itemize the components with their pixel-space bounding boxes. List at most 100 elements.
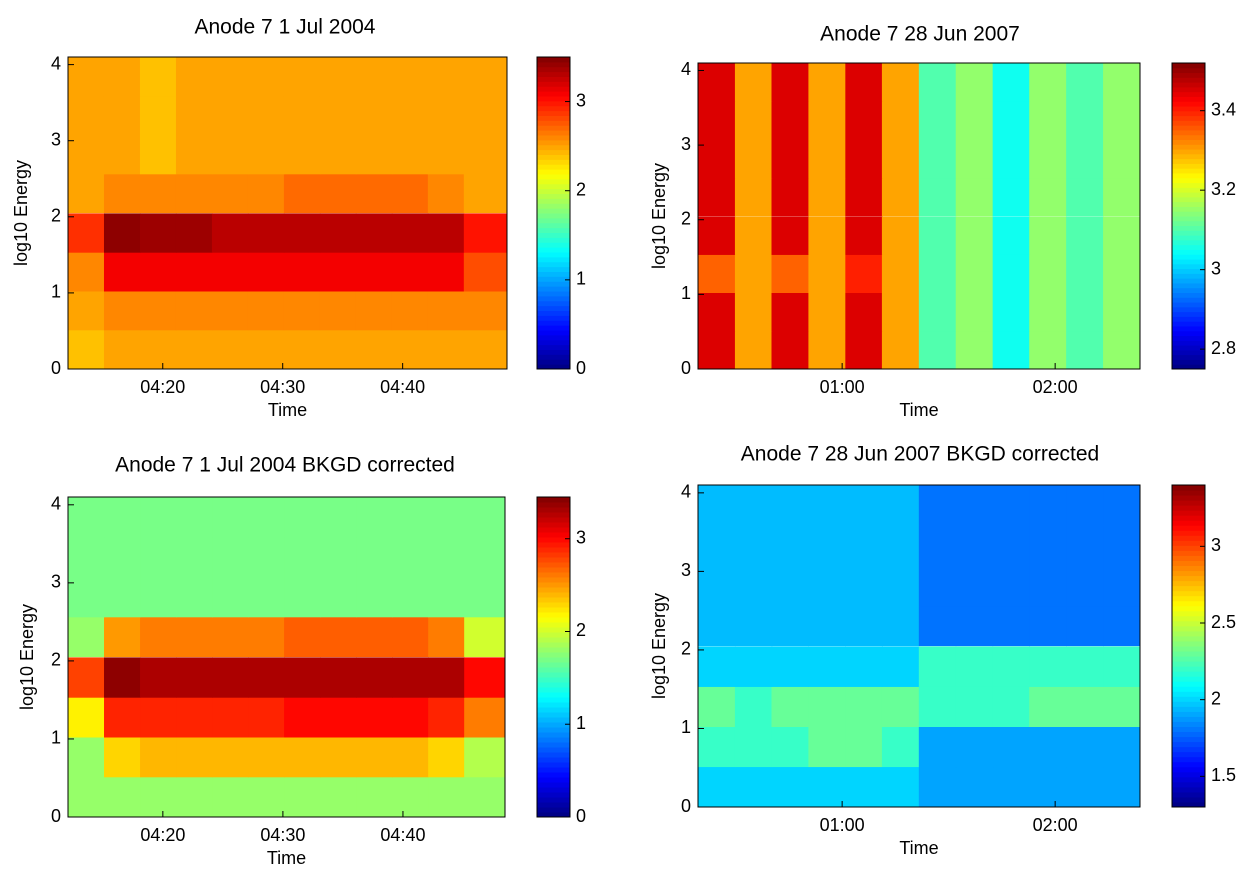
heatmap-cell (104, 776, 141, 817)
heatmap-cell (955, 565, 994, 607)
colorbar-swatch (1172, 72, 1205, 78)
heatmap-cell (808, 330, 846, 369)
heatmap-cell (140, 577, 177, 618)
heatmap-cell (918, 686, 957, 727)
heatmap-cell (1103, 485, 1140, 526)
colorbar-swatch (1172, 106, 1205, 112)
heatmap-cell (1103, 63, 1140, 102)
colorbar-swatch (537, 547, 570, 553)
heatmap-cell (212, 537, 249, 578)
colorbar-swatch (1172, 115, 1205, 121)
heatmap-cell (698, 254, 736, 293)
heatmap-cell (698, 330, 736, 369)
x-tick-label: 04:40 (380, 825, 425, 845)
colorbar-swatch (537, 717, 570, 723)
heatmap-cell (427, 57, 465, 97)
colorbar-swatch (537, 252, 570, 258)
heatmap-cell (355, 96, 393, 136)
heatmap-cell (68, 737, 105, 778)
colorbar-swatch (1172, 158, 1205, 164)
colorbar-swatch (537, 159, 570, 165)
heatmap-cell (427, 173, 465, 214)
colorbar-swatch (537, 582, 570, 588)
heatmap-cell (992, 525, 1031, 566)
colorbar-swatch (1172, 139, 1205, 145)
heatmap-cell (1066, 254, 1104, 293)
heatmap-cell (734, 646, 773, 687)
colorbar-swatch (537, 339, 570, 346)
colorbar-swatch (1172, 625, 1205, 632)
heatmap-cell (808, 565, 846, 607)
heatmap-cell (392, 497, 429, 538)
heatmap-cell (771, 216, 809, 255)
colorbar-swatch (1172, 666, 1205, 672)
colorbar-swatch (1172, 259, 1205, 265)
heatmap-cell (140, 497, 177, 538)
colorbar-swatch (1172, 751, 1205, 758)
colorbar-swatch (537, 81, 570, 87)
heatmap-cell (463, 252, 507, 292)
heatmap-cell (391, 57, 429, 97)
colorbar-swatch (537, 612, 570, 618)
heatmap-cell (211, 252, 249, 292)
heatmap-cell (104, 537, 141, 578)
colorbar-swatch (1172, 585, 1205, 592)
y-tick-label: 3 (51, 129, 61, 149)
heatmap-cell (918, 216, 957, 255)
heatmap-cell (918, 177, 957, 217)
heatmap-cell (918, 101, 957, 140)
heatmap-cell (1066, 605, 1104, 647)
heatmap-cell (734, 330, 773, 369)
heatmap-cell (1103, 726, 1140, 768)
colorbar-swatch (537, 149, 570, 155)
colorbar-swatch (537, 71, 570, 77)
colorbar-swatch (1172, 149, 1205, 155)
colorbar-swatch (537, 782, 570, 788)
x-tick-label: 01:00 (820, 377, 865, 397)
colorbar-swatch (1172, 686, 1205, 692)
y-tick-label: 2 (681, 639, 691, 659)
heatmap-cell (1103, 646, 1140, 687)
y-tick-label: 3 (681, 560, 691, 580)
heatmap-cell (808, 766, 846, 807)
colorbar-tick-label: 3 (1211, 258, 1221, 278)
heatmap-cell (881, 292, 920, 332)
heatmap-cell (284, 577, 321, 618)
heatmap-cell (211, 291, 249, 331)
heatmap-cell (320, 657, 357, 698)
heatmap-cell (1103, 525, 1140, 566)
heatmap-cell (320, 577, 357, 618)
colorbar-swatch (1172, 91, 1205, 97)
colorbar-swatch (1172, 801, 1205, 808)
heatmap-cell (734, 292, 773, 332)
heatmap-cell (808, 646, 846, 687)
colorbar-swatch (1172, 671, 1205, 677)
heatmap-cell (1103, 686, 1140, 727)
heatmap-cell (68, 252, 105, 292)
colorbar-swatch (537, 227, 570, 233)
heatmap-cell (1103, 766, 1140, 807)
colorbar-swatch (1172, 485, 1205, 491)
colorbar-swatch (537, 183, 570, 190)
heatmap-cell (211, 96, 249, 136)
colorbar-swatch (537, 232, 570, 238)
colorbar-swatch (1172, 287, 1205, 293)
panel: Anode 7 1 Jul 2004 0 1 2 3 4 04:20 04:30 04:40 Ti… (11, 16, 586, 420)
colorbar-swatch (537, 727, 570, 733)
heatmap-cell (734, 254, 773, 293)
heatmap-cell (68, 776, 105, 817)
heatmap-cell (845, 139, 883, 179)
heatmap-cell (698, 292, 736, 332)
colorbar-swatch (537, 125, 570, 131)
colorbar-swatch (1172, 590, 1205, 597)
heatmap-cell (463, 96, 507, 136)
colorbar-swatch (1172, 711, 1205, 717)
colorbar-swatch (1172, 520, 1205, 526)
heatmap-cell (212, 697, 249, 738)
colorbar-tick-label: 0 (576, 358, 586, 378)
colorbar-swatch (537, 247, 570, 253)
colorbar-swatch (1172, 726, 1205, 733)
y-tick-label: 1 (51, 728, 61, 748)
y-tick-label: 4 (51, 494, 61, 514)
colorbar-tick-label: 2.5 (1211, 612, 1236, 632)
